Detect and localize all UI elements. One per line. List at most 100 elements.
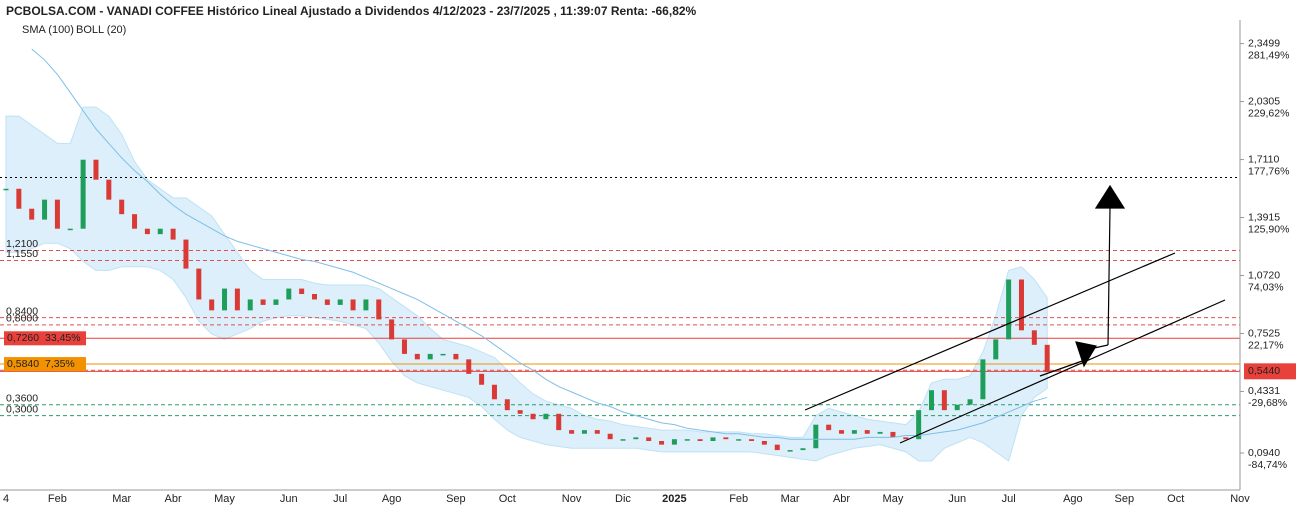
y-tick-label: 1,7110 bbox=[1248, 153, 1279, 165]
level-label: 0,8000 bbox=[6, 313, 38, 325]
candle bbox=[813, 424, 819, 449]
candle bbox=[350, 299, 356, 311]
candle bbox=[581, 430, 587, 434]
x-tick-label: Feb bbox=[48, 493, 67, 505]
candle bbox=[453, 353, 459, 360]
y-tick-pct-label: 22,17% bbox=[1248, 339, 1284, 351]
candle bbox=[1018, 279, 1024, 331]
candle bbox=[119, 199, 125, 215]
candle bbox=[286, 288, 292, 300]
candle bbox=[1006, 279, 1012, 340]
x-tick-label: Jul bbox=[333, 493, 347, 505]
marker-pct: 33,45% bbox=[45, 332, 81, 344]
legend-entry: BOLL (20) bbox=[76, 24, 126, 36]
level-label: 0,8400 bbox=[6, 305, 38, 317]
data-layer bbox=[3, 48, 1050, 452]
y-tick-label: 0,7525 bbox=[1248, 327, 1280, 339]
x-tick-label: Abr bbox=[165, 493, 182, 505]
candle bbox=[491, 384, 497, 400]
candle bbox=[659, 441, 665, 445]
candle bbox=[234, 288, 240, 311]
x-tick-label: Abr bbox=[833, 493, 850, 505]
candle bbox=[633, 437, 639, 440]
candle bbox=[877, 431, 883, 434]
y-tick-label: 1,0720 bbox=[1248, 269, 1280, 281]
candle bbox=[363, 299, 369, 311]
y-tick-label: 0,4331 bbox=[1248, 385, 1280, 397]
candle bbox=[16, 188, 22, 209]
candle bbox=[929, 390, 934, 411]
candle bbox=[903, 437, 909, 440]
x-tick-label: May bbox=[214, 493, 235, 505]
arrow-shaft bbox=[1107, 207, 1111, 346]
x-tick-label: Nov bbox=[1230, 493, 1250, 505]
candle bbox=[54, 199, 60, 229]
candle bbox=[299, 288, 305, 295]
candle bbox=[196, 268, 202, 300]
x-tick-label: Ago bbox=[1063, 493, 1083, 505]
candle bbox=[761, 441, 767, 445]
candle bbox=[916, 410, 922, 440]
candle bbox=[466, 359, 472, 374]
x-tick-label: Nov bbox=[562, 493, 582, 505]
marker-label: 0,7260 bbox=[7, 332, 39, 344]
candle bbox=[29, 208, 35, 220]
candle bbox=[93, 159, 99, 180]
candle bbox=[427, 353, 433, 360]
candle bbox=[800, 448, 806, 451]
legend-entry: SMA (100) bbox=[22, 24, 74, 36]
candle bbox=[1031, 330, 1037, 345]
x-tick-label: May bbox=[883, 493, 904, 505]
candle bbox=[324, 299, 330, 305]
level-label: 0,3000 bbox=[6, 403, 38, 415]
y-tick-pct-label: 281,49% bbox=[1248, 49, 1289, 61]
candle bbox=[1044, 344, 1050, 373]
candle bbox=[247, 299, 253, 311]
axes-layer: 4 Feb Mar Abr May Jun Jul Ago Sep Oct Nov Dic 2025 Fe… bbox=[3, 37, 1296, 505]
candle bbox=[684, 439, 690, 441]
trend-line bbox=[804, 252, 1176, 411]
x-tick-label: Oct bbox=[1167, 493, 1184, 505]
marker-label: 0,5840 bbox=[7, 358, 39, 370]
candle bbox=[839, 430, 845, 434]
marker-box bbox=[4, 357, 86, 372]
marker-pct: 7,35% bbox=[45, 358, 75, 370]
x-tick-label: 2025 bbox=[662, 493, 686, 505]
candle bbox=[646, 437, 652, 442]
candle bbox=[479, 373, 485, 385]
level-label: 1,2100 bbox=[6, 238, 38, 250]
trend-line bbox=[1039, 359, 1086, 377]
y-tick-label: 2,3499 bbox=[1248, 37, 1280, 49]
candle bbox=[170, 228, 176, 240]
y-tick-label: 0,0940 bbox=[1248, 447, 1280, 459]
candle bbox=[440, 353, 446, 356]
trend-line bbox=[899, 299, 1226, 444]
x-tick-label: Jun bbox=[948, 493, 966, 505]
x-tick-label: Sep bbox=[1115, 493, 1135, 505]
candle bbox=[414, 353, 420, 360]
candle bbox=[543, 413, 549, 420]
y-tick-label: 2,0305 bbox=[1248, 95, 1280, 107]
candle bbox=[80, 159, 86, 229]
candle bbox=[736, 439, 742, 441]
candle bbox=[209, 299, 215, 311]
x-tick-label: 4 bbox=[3, 493, 9, 505]
marker-box bbox=[4, 331, 86, 346]
drawings bbox=[804, 184, 1226, 444]
candle bbox=[106, 179, 112, 200]
candle bbox=[183, 239, 189, 269]
candle bbox=[671, 439, 677, 445]
candle bbox=[749, 439, 755, 442]
x-tick-label: Mar bbox=[781, 493, 800, 505]
y-tick-label: 1,3915 bbox=[1248, 211, 1280, 223]
candle bbox=[556, 413, 562, 431]
marker-box bbox=[1244, 363, 1296, 380]
candle bbox=[941, 390, 947, 411]
candle bbox=[774, 444, 780, 451]
candle bbox=[144, 228, 150, 235]
candle bbox=[157, 228, 163, 235]
y-tick-pct-label: -84,74% bbox=[1248, 459, 1287, 471]
candle bbox=[530, 413, 536, 420]
candle bbox=[273, 299, 279, 305]
bands-layer bbox=[5, 106, 1048, 462]
